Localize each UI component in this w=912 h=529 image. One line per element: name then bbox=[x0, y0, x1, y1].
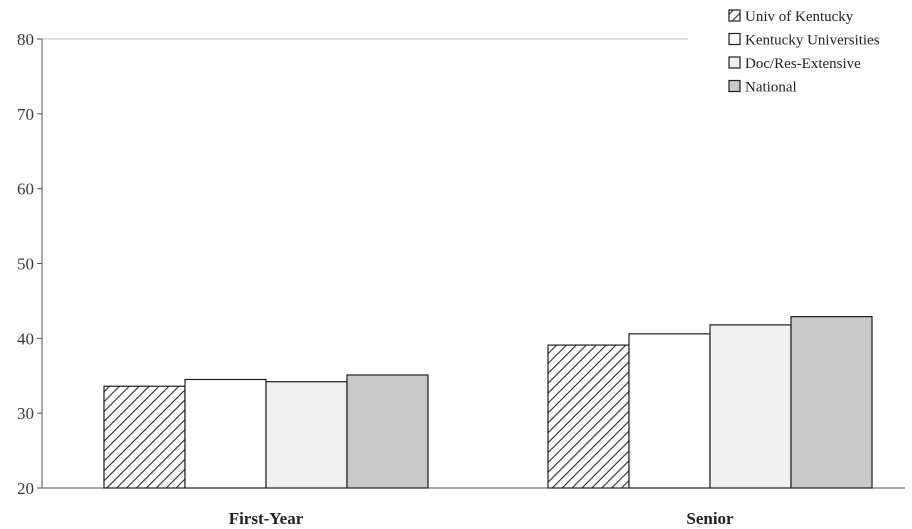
bar-national-senior bbox=[790, 316, 873, 489]
legend-label: Doc/Res-Extensive bbox=[745, 56, 861, 72]
x-category-label: Senior bbox=[686, 509, 734, 528]
bar-kentucky-universities-senior bbox=[628, 333, 711, 489]
bars bbox=[103, 316, 873, 489]
y-tick-label: 50 bbox=[17, 255, 34, 274]
bar-univ-of-kentucky-first-year bbox=[103, 385, 186, 489]
bar-doc-res-extensive-first-year bbox=[265, 381, 348, 489]
legend: Univ of Kentucky Kentucky Universities Doc… bbox=[728, 9, 880, 96]
x-category-label: First-Year bbox=[229, 509, 304, 528]
y-tick-label: 40 bbox=[17, 329, 34, 348]
legend-label: Kentucky Universities bbox=[745, 33, 880, 49]
bar-national-first-year bbox=[346, 374, 429, 489]
y-tick-label: 30 bbox=[17, 404, 34, 423]
legend-swatch bbox=[728, 9, 741, 22]
y-tick-label: 60 bbox=[17, 180, 34, 199]
legend-swatch bbox=[728, 56, 741, 69]
legend-label: Univ of Kentucky bbox=[745, 9, 854, 25]
bar-univ-of-kentucky-senior bbox=[547, 344, 630, 489]
y-tick-label: 80 bbox=[17, 30, 34, 49]
legend-swatch bbox=[728, 79, 741, 93]
x-axis-categories: First-Year Senior bbox=[229, 509, 734, 528]
legend-swatch bbox=[728, 32, 741, 46]
y-tick-label: 20 bbox=[17, 479, 34, 498]
y-axis-ticks: 20 30 40 50 60 70 80 bbox=[17, 30, 42, 498]
legend-label: National bbox=[745, 80, 797, 96]
y-tick-label: 70 bbox=[17, 105, 34, 124]
bar-kentucky-universities-first-year bbox=[184, 378, 267, 489]
bar-doc-res-extensive-senior bbox=[709, 324, 792, 489]
